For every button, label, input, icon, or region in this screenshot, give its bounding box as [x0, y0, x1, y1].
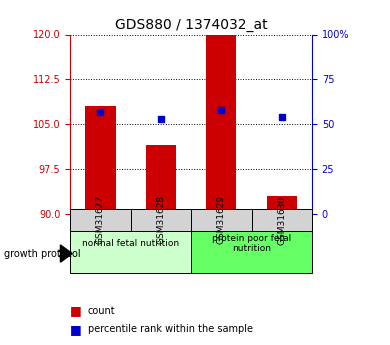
- Text: growth protocol: growth protocol: [4, 249, 80, 258]
- Polygon shape: [60, 245, 72, 262]
- FancyBboxPatch shape: [191, 209, 252, 231]
- Title: GDS880 / 1374032_at: GDS880 / 1374032_at: [115, 18, 268, 32]
- Bar: [267, 196, 297, 214]
- FancyBboxPatch shape: [70, 214, 191, 273]
- Text: protein poor fetal
nutrition: protein poor fetal nutrition: [212, 234, 291, 253]
- Bar: [85, 106, 115, 214]
- Bar: [206, 34, 236, 214]
- FancyBboxPatch shape: [191, 214, 312, 273]
- FancyBboxPatch shape: [252, 209, 312, 231]
- Text: ■: ■: [70, 304, 82, 317]
- Bar: [146, 145, 176, 214]
- Text: normal fetal nutrition: normal fetal nutrition: [82, 239, 179, 248]
- Text: GSM31627: GSM31627: [96, 195, 105, 245]
- Text: GSM31628: GSM31628: [156, 195, 165, 245]
- Text: ■: ■: [70, 323, 82, 336]
- Text: GSM31630: GSM31630: [277, 195, 286, 245]
- FancyBboxPatch shape: [70, 209, 131, 231]
- Text: percentile rank within the sample: percentile rank within the sample: [88, 325, 253, 334]
- Text: count: count: [88, 306, 115, 315]
- Text: GSM31629: GSM31629: [217, 195, 226, 245]
- FancyBboxPatch shape: [131, 209, 191, 231]
